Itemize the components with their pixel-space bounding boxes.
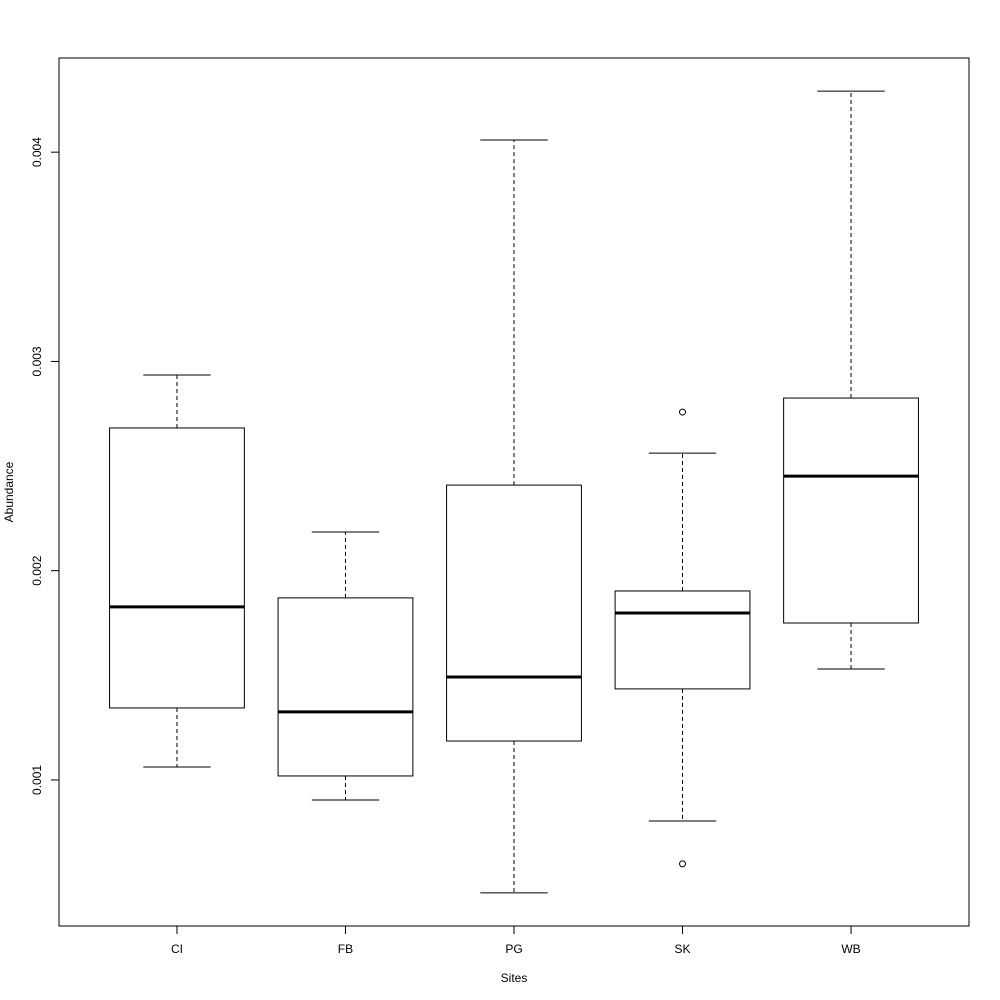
outlier bbox=[679, 408, 687, 416]
x-tick-label: CI bbox=[171, 942, 183, 956]
x-tick-label: WB bbox=[841, 942, 860, 956]
y-tick-label: 0.002 bbox=[30, 555, 44, 585]
box bbox=[109, 427, 245, 709]
x-tick-label: PG bbox=[505, 942, 522, 956]
y-tick-label: 0.001 bbox=[30, 765, 44, 795]
x-axis-label: Sites bbox=[501, 971, 528, 985]
box bbox=[614, 590, 751, 690]
x-tick-label: SK bbox=[675, 942, 691, 956]
y-tick-label: 0.004 bbox=[30, 137, 44, 167]
box bbox=[277, 597, 414, 777]
y-tick-label: 0.003 bbox=[30, 346, 44, 376]
outlier bbox=[679, 860, 687, 868]
box bbox=[446, 484, 582, 742]
x-tick-label: FB bbox=[338, 942, 353, 956]
y-axis-label: Abundance bbox=[2, 461, 16, 522]
box bbox=[783, 397, 919, 624]
